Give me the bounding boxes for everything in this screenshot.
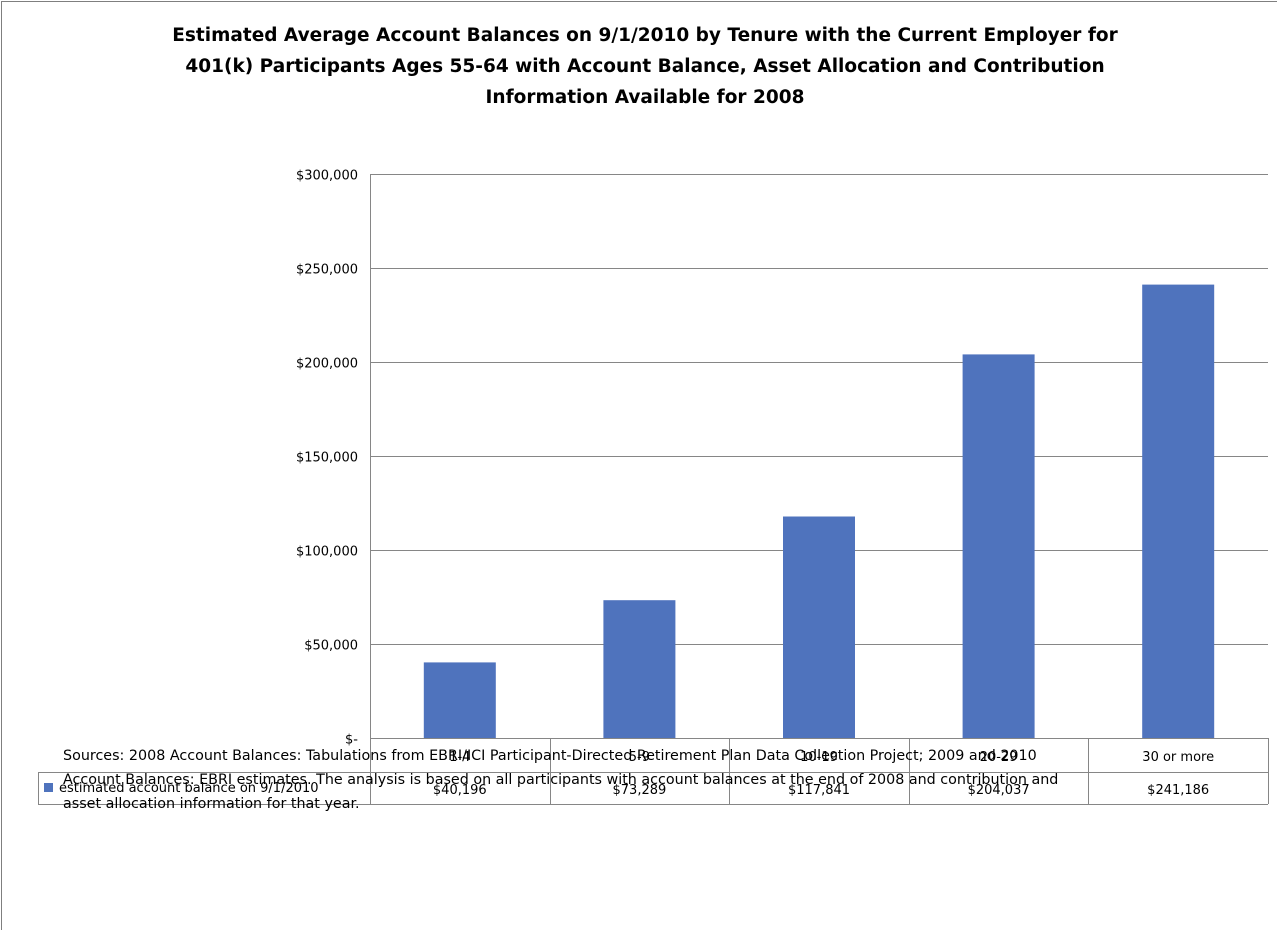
bar [603,600,676,738]
bar [962,354,1035,738]
chart-title-line-1: Estimated Average Account Balances on 9/… [172,25,1118,46]
bar [1142,284,1215,738]
data-table-value: $241,186 [1147,783,1209,798]
chart-title: Estimated Average Account Balances on 9/… [60,20,1230,113]
y-tick-label: $50,000 [304,639,358,654]
data-table: 1-4 5-9 10-19 20-29 30 or more estimated acco… [38,738,1269,805]
category-label: 5-9 [629,750,650,765]
chart-title-line-2: 401(k) Participants Ages 55-64 with Acco… [185,56,1105,77]
y-tick-label: $250,000 [296,263,358,278]
data-table-value: $117,841 [788,783,850,798]
legend-series-name: estimated account balance on 9/1/2010 [59,781,319,796]
bar [783,516,855,738]
legend-swatch [44,783,53,792]
sources-line-2: Account Balances: EBRI estimates. The an… [63,772,1059,788]
data-table-value: $73,289 [613,783,667,798]
y-tick-label: $- [345,733,358,748]
sources-note: Sources: 2008 Account Balances: Tabulati… [63,744,1243,816]
category-label: 10-19 [800,750,838,765]
y-axis-tick-labels: $- $50,000 $100,000 $150,000 $200,000 $250,00… [296,169,358,748]
y-tick-label: $150,000 [296,451,358,466]
sources-line-3: asset allocation information for that ye… [63,796,360,812]
y-tick-label: $100,000 [296,545,358,560]
bars [423,284,1215,738]
category-label: 1-4 [449,750,470,765]
data-table-value: $204,037 [968,783,1030,798]
y-tick-label: $300,000 [296,169,358,184]
category-label: 30 or more [1142,750,1214,765]
y-tick-label: $200,000 [296,357,358,372]
category-label: 20-29 [980,750,1018,765]
chart-title-line-3: Information Available for 2008 [485,87,805,108]
data-table-value: $40,196 [433,783,487,798]
bar [423,662,496,738]
sources-line-1: Sources: 2008 Account Balances: Tabulati… [63,748,1037,764]
